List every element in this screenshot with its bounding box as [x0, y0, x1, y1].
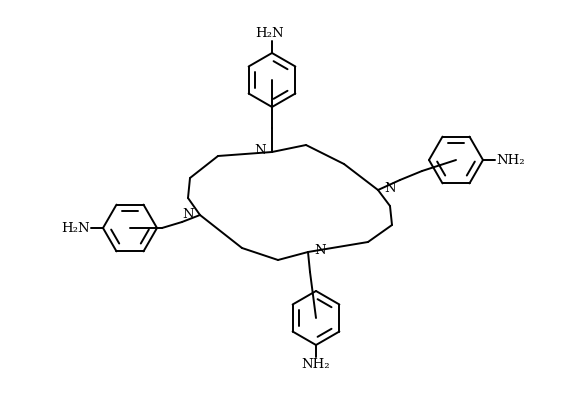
- Text: H₂N: H₂N: [256, 27, 284, 40]
- Text: N: N: [384, 182, 396, 196]
- Text: N: N: [314, 244, 325, 258]
- Text: H₂N: H₂N: [62, 222, 90, 234]
- Text: N: N: [254, 144, 266, 158]
- Text: NH₂: NH₂: [496, 154, 524, 166]
- Text: NH₂: NH₂: [302, 358, 330, 371]
- Text: N: N: [182, 208, 194, 220]
